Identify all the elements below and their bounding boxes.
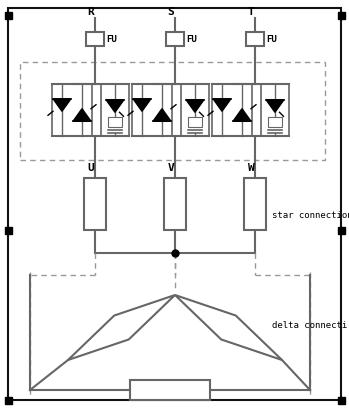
Bar — [212, 84, 252, 136]
Bar — [5, 227, 12, 234]
Bar — [108, 117, 122, 127]
Bar — [101, 84, 129, 136]
Bar — [132, 84, 172, 136]
Text: star connection: star connection — [272, 211, 349, 220]
Bar — [164, 178, 186, 230]
Polygon shape — [175, 295, 282, 360]
Text: S: S — [168, 7, 174, 17]
Polygon shape — [73, 109, 91, 121]
Bar — [166, 32, 184, 46]
Text: R: R — [88, 7, 94, 17]
Polygon shape — [186, 100, 204, 112]
Text: FU: FU — [106, 34, 117, 43]
Bar — [337, 227, 344, 234]
Polygon shape — [106, 100, 124, 112]
Bar — [246, 32, 264, 46]
Text: FU: FU — [186, 34, 197, 43]
Bar — [337, 11, 344, 18]
Bar — [20, 62, 325, 160]
Polygon shape — [68, 295, 175, 360]
Polygon shape — [53, 99, 71, 111]
Polygon shape — [266, 100, 284, 112]
Bar — [5, 11, 12, 18]
Bar — [5, 396, 12, 404]
Text: U: U — [88, 163, 94, 173]
Polygon shape — [213, 99, 231, 111]
Text: V: V — [168, 163, 174, 173]
Polygon shape — [233, 109, 251, 121]
Bar — [84, 178, 106, 230]
Polygon shape — [133, 99, 151, 111]
Polygon shape — [153, 109, 171, 121]
Text: T: T — [248, 7, 254, 17]
Bar — [86, 32, 104, 46]
Bar — [181, 84, 209, 136]
Bar — [261, 84, 289, 136]
Bar — [52, 84, 92, 136]
Bar — [188, 117, 202, 127]
Bar — [130, 380, 210, 400]
Bar — [244, 178, 266, 230]
Text: delta connecti: delta connecti — [272, 321, 347, 330]
Text: FU: FU — [266, 34, 277, 43]
Bar — [268, 117, 282, 127]
Text: W: W — [248, 163, 254, 173]
Bar — [337, 396, 344, 404]
